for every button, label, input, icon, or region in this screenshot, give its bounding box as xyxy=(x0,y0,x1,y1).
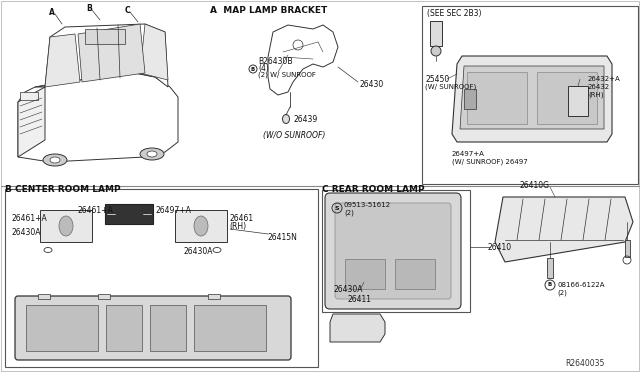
Bar xyxy=(464,89,476,109)
Text: B CENTER ROOM LAMP: B CENTER ROOM LAMP xyxy=(5,185,120,193)
Bar xyxy=(422,6,638,184)
Text: 26461+A: 26461+A xyxy=(12,214,48,222)
Bar xyxy=(26,305,98,351)
Text: 25450: 25450 xyxy=(425,74,449,83)
Polygon shape xyxy=(330,314,385,342)
Text: (4): (4) xyxy=(258,64,269,73)
Text: (RH): (RH) xyxy=(588,92,604,98)
Text: (W/ SUNROOF) 26497: (W/ SUNROOF) 26497 xyxy=(452,159,528,165)
Text: 26430A: 26430A xyxy=(183,247,212,257)
Text: 26432+A: 26432+A xyxy=(588,76,621,82)
Text: 26410: 26410 xyxy=(487,243,511,251)
Bar xyxy=(194,305,266,351)
Text: 26430: 26430 xyxy=(359,80,383,89)
Text: 26461+A: 26461+A xyxy=(77,205,113,215)
Polygon shape xyxy=(140,24,168,80)
Text: A: A xyxy=(49,7,55,16)
Bar xyxy=(345,259,385,289)
Bar xyxy=(537,72,597,124)
Bar xyxy=(208,294,220,299)
Bar xyxy=(105,204,153,224)
Text: 26415N: 26415N xyxy=(268,232,298,241)
Text: 26411: 26411 xyxy=(347,295,371,305)
Text: B26430B: B26430B xyxy=(258,57,292,65)
Text: C: C xyxy=(124,6,130,15)
Text: 26410G: 26410G xyxy=(520,180,550,189)
Text: 08166-6122A: 08166-6122A xyxy=(557,282,605,288)
Text: B: B xyxy=(548,282,552,288)
Ellipse shape xyxy=(194,216,208,236)
Bar xyxy=(98,294,110,299)
Bar xyxy=(40,210,92,242)
Text: A  MAP LAMP BRACKET: A MAP LAMP BRACKET xyxy=(210,6,327,15)
Polygon shape xyxy=(18,72,178,162)
Polygon shape xyxy=(495,197,633,262)
FancyBboxPatch shape xyxy=(335,203,451,299)
Text: 26432: 26432 xyxy=(588,84,610,90)
Bar xyxy=(85,29,125,44)
Polygon shape xyxy=(78,24,145,82)
Bar xyxy=(322,190,470,312)
Polygon shape xyxy=(45,34,80,87)
Text: S: S xyxy=(335,205,339,211)
Bar xyxy=(430,21,442,46)
Bar xyxy=(5,189,318,367)
Text: B: B xyxy=(251,67,255,71)
Bar xyxy=(547,258,553,278)
Ellipse shape xyxy=(59,216,73,236)
Polygon shape xyxy=(460,66,604,129)
Text: 26430A: 26430A xyxy=(334,285,364,295)
Polygon shape xyxy=(18,87,45,157)
Text: 26439: 26439 xyxy=(293,115,317,124)
Bar xyxy=(467,72,527,124)
Bar xyxy=(625,240,630,257)
Text: (SEE SEC 2B3): (SEE SEC 2B3) xyxy=(427,9,481,17)
FancyBboxPatch shape xyxy=(15,296,291,360)
Bar xyxy=(38,294,50,299)
Polygon shape xyxy=(452,56,612,142)
Bar xyxy=(395,259,435,289)
Bar xyxy=(150,305,186,351)
Ellipse shape xyxy=(43,154,67,166)
Polygon shape xyxy=(268,25,338,95)
Text: R2640035: R2640035 xyxy=(565,359,604,369)
Text: 26497+A: 26497+A xyxy=(155,205,191,215)
Text: (2): (2) xyxy=(344,210,354,216)
Ellipse shape xyxy=(147,151,157,157)
Text: 26497+A: 26497+A xyxy=(452,151,485,157)
Text: (2) W/ SUNROOF: (2) W/ SUNROOF xyxy=(258,72,316,78)
Bar xyxy=(20,92,38,100)
Text: C REAR ROOM LAMP: C REAR ROOM LAMP xyxy=(322,185,424,193)
Bar xyxy=(106,305,142,351)
Text: 26461: 26461 xyxy=(229,214,253,222)
Text: (W/O SUNROOF): (W/O SUNROOF) xyxy=(263,131,325,140)
Polygon shape xyxy=(35,24,168,87)
Circle shape xyxy=(431,46,441,56)
FancyBboxPatch shape xyxy=(325,193,461,309)
Ellipse shape xyxy=(140,148,164,160)
Text: (2): (2) xyxy=(557,290,567,296)
Ellipse shape xyxy=(50,157,60,163)
Text: 09513-51612: 09513-51612 xyxy=(344,202,391,208)
Bar xyxy=(175,210,227,242)
Text: 26430A: 26430A xyxy=(12,228,42,237)
Ellipse shape xyxy=(282,115,289,124)
Text: (W/ SUNROOF): (W/ SUNROOF) xyxy=(425,84,476,90)
Text: B: B xyxy=(86,3,92,13)
Text: (RH): (RH) xyxy=(229,221,246,231)
Bar xyxy=(568,86,588,116)
